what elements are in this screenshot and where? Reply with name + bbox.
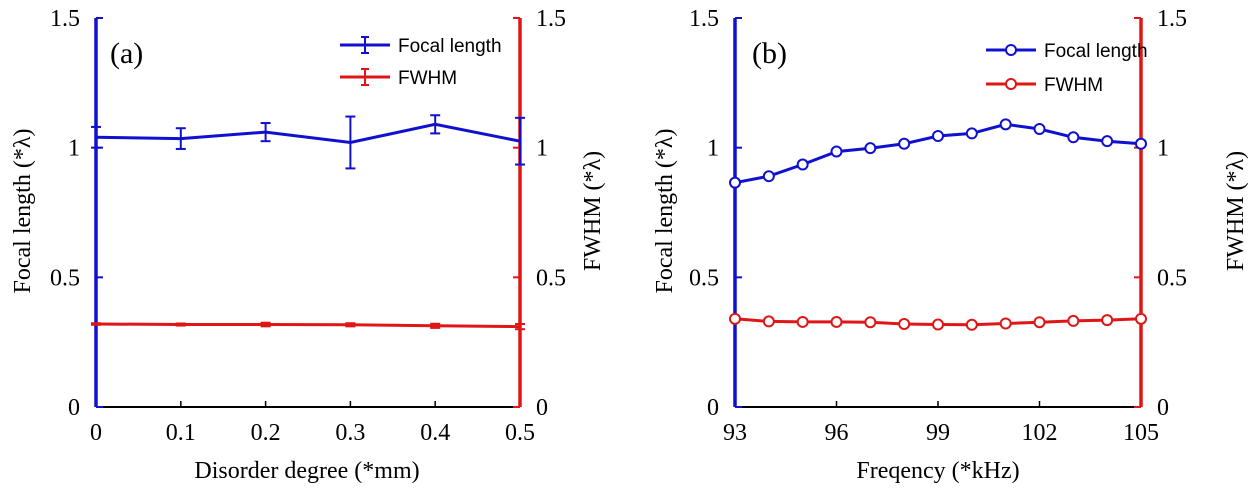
legend-label: Focal length	[398, 36, 502, 57]
legend-label: FWHM	[1044, 75, 1103, 96]
right-y-tick-label: 0	[1157, 395, 1169, 421]
legend-label: FWHM	[398, 68, 457, 89]
left-y-axis-label: Focal length (*λ)	[10, 129, 36, 294]
left-y-tick-label: 1.5	[689, 6, 719, 32]
data-point	[762, 170, 775, 183]
left-y-tick-label: 1	[68, 136, 80, 162]
data-point	[864, 316, 877, 329]
data-point	[729, 312, 741, 325]
x-tick-label: 105	[1123, 420, 1159, 446]
data-point	[1033, 316, 1046, 329]
series-line-focal-length	[95, 122, 521, 145]
x-tick-label: 0.1	[166, 420, 196, 446]
data-point	[1067, 131, 1080, 144]
data-point	[965, 318, 978, 331]
x-tick-label: 93	[723, 420, 747, 446]
data-point	[796, 158, 809, 171]
data-point	[830, 315, 843, 328]
left-y-tick-label: 0	[68, 395, 80, 421]
right-y-tick-label: 1.5	[536, 6, 566, 32]
legend-marker	[1005, 44, 1017, 56]
x-tick-label: 0	[90, 420, 102, 446]
chart-panel-a: (a) Disorder degree (*mm) Focal length (…	[10, 6, 606, 484]
data-point	[1033, 122, 1046, 135]
data-point	[1101, 135, 1114, 148]
x-axis-label: Freqency (*kHz)	[856, 458, 1019, 484]
right-y-tick-label: 0.5	[536, 265, 566, 291]
right-y-tick-label: 1.5	[1157, 6, 1187, 32]
data-point	[830, 145, 843, 158]
left-y-tick-label: 0	[707, 395, 719, 421]
right-y-tick-label: 1	[536, 136, 548, 162]
data-point	[1135, 137, 1147, 150]
right-y-axis-label: FWHM (*λ)	[580, 151, 606, 271]
left-y-tick-label: 0.5	[689, 265, 719, 291]
data-point	[965, 127, 978, 140]
data-point	[999, 317, 1012, 330]
data-point	[898, 137, 911, 150]
left-y-axis-label: Focal length (*λ)	[652, 129, 678, 294]
right-y-tick-label: 1	[1157, 136, 1169, 162]
panel-label: (b)	[752, 37, 787, 70]
data-point	[729, 176, 741, 189]
x-tick-label: 102	[1022, 420, 1058, 446]
x-tick-label: 96	[825, 420, 849, 446]
x-tick-label: 0.2	[251, 420, 281, 446]
data-point	[1067, 314, 1080, 327]
data-point	[1135, 312, 1147, 325]
x-tick-label: 0.3	[335, 420, 365, 446]
data-point	[932, 318, 944, 331]
data-point	[932, 129, 944, 142]
data-point	[864, 142, 877, 155]
right-y-tick-label: 0.5	[1157, 265, 1187, 291]
right-y-tick-label: 0	[536, 395, 548, 421]
x-tick-label: 99	[926, 420, 950, 446]
data-point	[1101, 314, 1114, 327]
data-point	[999, 118, 1012, 131]
series-line-fwhm	[95, 322, 521, 329]
x-axis-label: Disorder degree (*mm)	[194, 458, 419, 484]
x-tick-label: 0.4	[420, 420, 450, 446]
left-y-tick-label: 1.5	[50, 6, 80, 32]
chart-panel-b: (b) Freqency (*kHz) Focal length (*λ) FW…	[652, 6, 1249, 484]
data-point	[898, 318, 911, 331]
x-tick-label: 0.5	[505, 420, 535, 446]
data-point	[762, 315, 775, 328]
legend-marker	[1005, 78, 1017, 90]
left-y-tick-label: 1	[707, 136, 719, 162]
left-y-tick-label: 0.5	[50, 265, 80, 291]
data-point	[796, 315, 809, 328]
panel-label: (a)	[110, 37, 143, 70]
right-y-axis-label: FWHM (*λ)	[1223, 151, 1249, 271]
legend-label: Focal length	[1044, 41, 1148, 62]
